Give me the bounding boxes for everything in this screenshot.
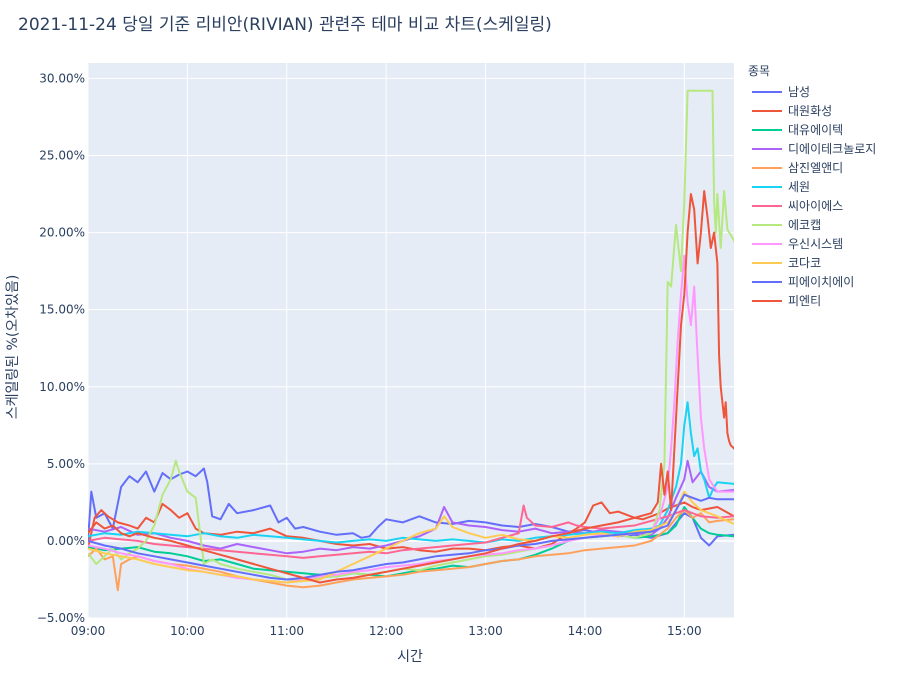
legend-label: 씨아이에스 (788, 199, 843, 213)
chart-title: 2021-11-24 당일 기준 리비안(RIVIAN) 관련주 테마 비교 차… (18, 15, 552, 35)
legend-title: 종목 (748, 64, 770, 78)
legend-label: 우신시스템 (788, 237, 843, 251)
legend-label: 세원 (788, 180, 810, 194)
legend-label: 대유에이텍 (788, 123, 843, 137)
y-tick-label: 20.00% (39, 226, 85, 240)
grid (87, 63, 734, 619)
y-tick-label: −5.00% (37, 611, 85, 625)
legend-label: 에코캡 (788, 218, 821, 232)
y-axis-ticks: −5.00% 0.00% 5.00% 10.00% 15.00% 20.00% 25.00%… (37, 71, 85, 625)
series-line-2 (88, 501, 734, 553)
legend-items: 남성대원화성대유에이텍디에이테크놀로지삼진엘앤디세원씨아이에스에코캡우신시스템코… (752, 85, 876, 308)
y-tick-label: 30.00% (39, 71, 85, 85)
series-line-8 (88, 89, 734, 582)
x-tick-label: 09:00 (71, 624, 106, 638)
legend-label: 대원화성 (788, 104, 832, 118)
x-tick-label: 11:00 (269, 624, 304, 638)
y-tick-label: 25.00% (39, 149, 85, 163)
x-tick-label: 10:00 (170, 624, 205, 638)
series-line-12 (88, 190, 734, 584)
legend-label: 코다코 (788, 256, 821, 270)
y-tick-label: 10.00% (39, 380, 85, 394)
legend-label: 피엔티 (788, 294, 821, 308)
y-tick-label: 5.00% (47, 457, 85, 471)
series-line-10 (88, 490, 734, 584)
series-lines (88, 89, 734, 592)
series-line-11 (88, 493, 734, 581)
legend-label: 삼진엘앤디 (788, 161, 843, 175)
y-tick-label: 15.00% (39, 303, 85, 317)
y-axis-label: 스케일링된 %(오차있음) (5, 275, 21, 420)
x-tick-label: 13:00 (468, 624, 503, 638)
x-tick-label: 15:00 (667, 624, 702, 638)
x-axis-ticks: 09:00 10:00 11:00 12:00 13:00 14:00 15:00 (71, 624, 702, 638)
x-axis-label: 시간 (397, 649, 423, 665)
legend-label: 남성 (788, 85, 810, 99)
x-tick-label: 14:00 (568, 624, 603, 638)
legend-label: 디에이테크놀로지 (788, 142, 876, 156)
legend-label: 피에이치에이 (788, 275, 854, 289)
series-line-7 (88, 504, 734, 559)
legend: 종목 남성대원화성대유에이텍디에이테크놀로지삼진엘앤디세원씨아이에스에코캡우신시… (748, 64, 876, 308)
y-tick-label: 0.00% (47, 534, 85, 548)
x-tick-label: 12:00 (369, 624, 404, 638)
